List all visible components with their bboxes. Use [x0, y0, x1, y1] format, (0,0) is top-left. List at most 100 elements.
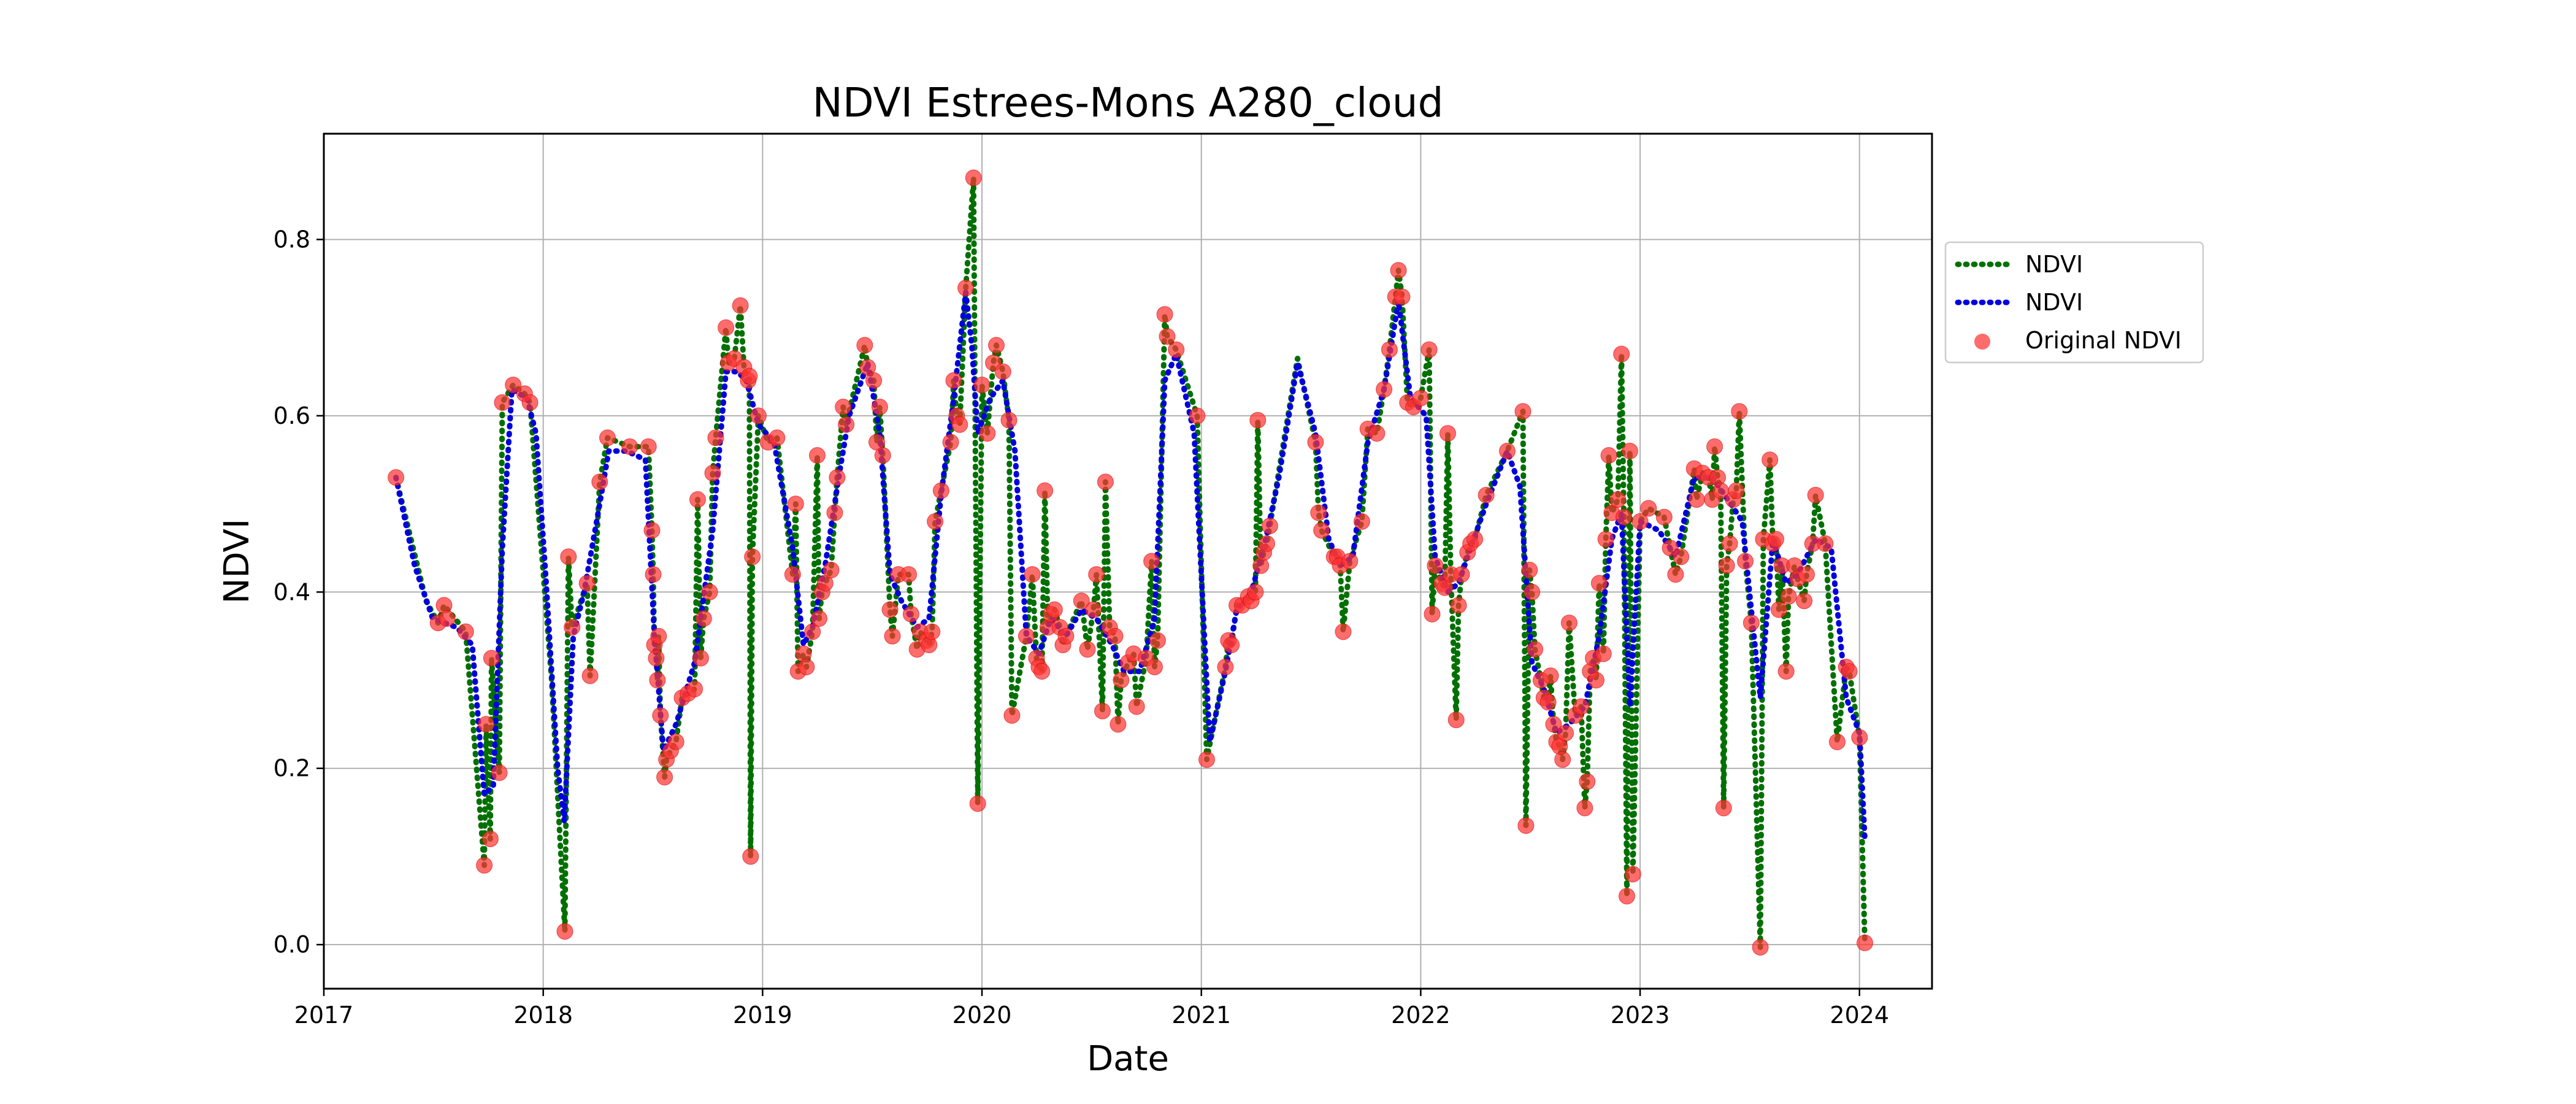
original-ndvi-point	[1247, 583, 1264, 600]
original-ndvi-point	[750, 407, 767, 424]
original-ndvi-point	[1079, 641, 1096, 658]
y-axis-title: NDVI	[217, 519, 257, 604]
original-ndvi-point	[1655, 508, 1673, 526]
original-ndvi-point	[1113, 672, 1130, 689]
original-ndvi-point	[1662, 539, 1679, 556]
original-ndvi-point	[560, 548, 577, 565]
original-ndvi-point	[1335, 623, 1352, 640]
original-ndvi-point	[1624, 865, 1641, 883]
legend-label: Original NDVI	[2025, 327, 2182, 354]
original-ndvi-point	[787, 496, 804, 513]
original-ndvi-point	[483, 650, 500, 667]
x-axis-ticks: 2017 2018 2019 2020 2021 2022 2023 2024	[294, 989, 1889, 1029]
x-tick-label: 2022	[1391, 1002, 1451, 1029]
original-ndvi-point	[1000, 412, 1018, 429]
original-ndvi-point	[1796, 592, 1813, 610]
original-ndvi-point	[1588, 672, 1604, 689]
legend-label: NDVI	[2025, 251, 2083, 278]
y-tick-label: 0.0	[274, 931, 310, 958]
original-ndvi-point	[969, 795, 986, 812]
original-ndvi-point	[1159, 328, 1176, 345]
original-ndvi-point	[578, 575, 596, 592]
original-ndvi-point	[581, 667, 599, 684]
original-ndvi-point	[599, 429, 616, 447]
original-ndvi-point	[1037, 482, 1054, 499]
original-ndvi-point	[902, 605, 919, 623]
original-ndvi-point	[835, 399, 852, 415]
original-ndvi-point	[988, 337, 1005, 354]
original-ndvi-point	[1217, 659, 1234, 675]
original-ndvi-point	[505, 377, 522, 394]
original-ndvi-point	[1453, 566, 1470, 583]
series-layer	[393, 175, 1868, 950]
original-ndvi-point	[1073, 592, 1090, 610]
original-ndvi-point	[826, 504, 843, 521]
original-ndvi-point	[718, 319, 735, 336]
x-tick-label: 2024	[1830, 1002, 1889, 1029]
original-ndvi-point	[481, 830, 499, 848]
original-ndvi-point	[965, 169, 982, 186]
original-ndvi-point	[829, 469, 846, 486]
original-ndvi-point	[1110, 716, 1127, 733]
original-ndvi-point	[1600, 447, 1617, 464]
original-ndvi-point	[478, 716, 495, 733]
original-ndvi-point	[1673, 548, 1690, 565]
original-ndvi-point	[1097, 473, 1114, 491]
original-ndvi-point	[924, 623, 941, 640]
original-ndvi-point	[1621, 442, 1638, 459]
original-ndvi-point	[900, 566, 917, 583]
original-ndvi-point	[1595, 645, 1612, 662]
original-ndvi-point	[1420, 341, 1438, 358]
plot-frame	[323, 132, 1933, 990]
original-ndvi-point	[927, 513, 944, 530]
original-ndvi-point	[1412, 389, 1429, 407]
original-ndvi-point	[1807, 486, 1824, 504]
original-ndvi-point	[732, 297, 749, 314]
original-ndvi-point	[1085, 601, 1102, 618]
original-ndvi-point	[1579, 773, 1596, 790]
original-ndvi-point	[1527, 641, 1544, 658]
original-ndvi-point	[1619, 887, 1635, 905]
original-ndvi-point	[1798, 566, 1815, 583]
original-ndvi-point	[1057, 627, 1075, 645]
y-tick-label: 0.2	[274, 755, 310, 782]
original-ndvi-point	[1046, 601, 1063, 618]
original-ndvi-point	[973, 377, 991, 394]
original-ndvi-point	[439, 610, 456, 627]
original-ndvi-point	[1560, 615, 1577, 632]
original-ndvi-point	[1737, 553, 1754, 570]
original-ndvi-point	[1447, 711, 1465, 729]
original-ndvi-point	[1542, 667, 1559, 684]
original-ndvi-point	[1517, 817, 1535, 834]
original-ndvi-point	[1667, 566, 1684, 583]
original-ndvi-point	[1829, 734, 1846, 751]
original-ndvi-point	[1198, 751, 1215, 768]
x-tick-label: 2021	[1171, 1002, 1231, 1029]
original-ndvi-point	[1631, 513, 1649, 530]
original-ndvi-point	[1143, 553, 1160, 570]
original-ndvi-point	[648, 650, 665, 667]
original-ndvi-point	[689, 491, 706, 508]
ndvi-green-line	[393, 175, 1868, 950]
y-tick-label: 0.6	[274, 402, 310, 429]
original-ndvi-point	[1761, 451, 1779, 469]
original-ndvi-point	[932, 482, 949, 499]
original-ndvi-point	[457, 623, 474, 640]
original-ndvi-point	[957, 280, 975, 296]
original-ndvi-point	[1307, 434, 1324, 451]
original-ndvi-point	[1770, 601, 1787, 618]
original-ndvi-point	[649, 672, 666, 689]
original-ndvi-point	[741, 367, 758, 385]
original-ndvi-point	[667, 734, 684, 751]
original-ndvi-point	[1721, 535, 1738, 552]
x-tick-label: 2019	[733, 1002, 792, 1029]
x-tick-label: 2023	[1611, 1002, 1670, 1029]
original-ndvi-point	[701, 583, 718, 600]
original-ndvi-point	[1841, 663, 1858, 680]
original-ndvi-point	[1640, 500, 1657, 517]
original-ndvi-point	[1554, 751, 1571, 768]
original-ndvi-point	[1521, 561, 1538, 578]
original-ndvi-point	[1514, 403, 1531, 420]
